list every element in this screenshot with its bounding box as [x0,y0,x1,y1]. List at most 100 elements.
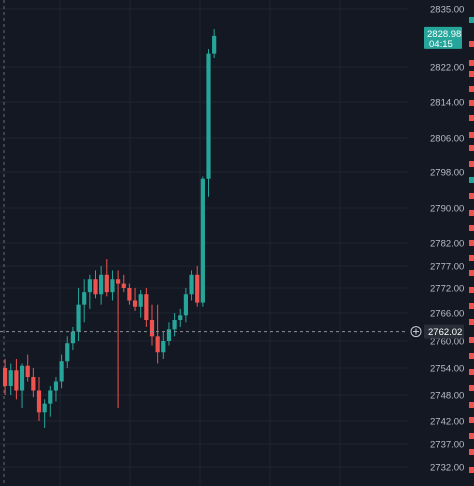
candle [212,29,217,59]
candle-body [3,368,8,386]
candle-body [76,304,81,332]
edge-marker [469,71,474,77]
y-tick-label: 2835.00 [430,5,464,16]
candle-body [155,336,160,353]
edge-marker [469,255,474,261]
candle [178,308,183,327]
candle [31,368,36,398]
y-tick-label: 2782.00 [430,239,464,250]
candle-body [149,320,155,337]
candle-body [59,361,64,382]
edge-marker [469,86,474,92]
y-tick-label: 2790.00 [430,204,464,215]
candles [3,29,217,428]
edge-marker [469,417,474,423]
candle [25,354,30,382]
edge-marker [469,353,474,359]
y-tick-label: 2732.00 [430,463,464,474]
last-price-label: 2828.98 04:15 [424,26,462,50]
candle [48,386,53,417]
last-price-value: 2828.98 [427,29,461,40]
y-tick-label: 2760.00 [430,337,464,348]
price-axis-ticks: 2835.00 2822.00 2814.00 2806.00 2798.00 2790.… [430,5,464,474]
candle [59,354,64,389]
gridlines [0,0,408,486]
y-tick-label: 2748.00 [430,391,464,402]
plus-circle-icon[interactable] [410,326,422,338]
candle [36,377,42,421]
edge-marker [469,433,474,439]
y-tick-label: 2814.00 [430,98,464,109]
edge-marker [469,132,474,138]
y-tick-label: 2822.00 [430,63,464,74]
candle-body [127,288,132,301]
edge-marker [469,210,474,216]
candle [14,359,19,400]
candle [99,266,104,305]
candle [42,399,47,428]
edge-marker [469,303,474,309]
candle [121,274,126,293]
candle-body [166,329,172,341]
candle [127,283,132,305]
price-axis[interactable] [408,0,474,486]
candle-body [116,279,121,284]
candle-body [195,274,200,303]
candle [155,304,160,364]
candle-body [48,390,53,404]
y-tick-label: 2806.00 [430,134,464,145]
candle [166,322,172,346]
y-tick-label: 2754.00 [430,364,464,375]
candle-body [178,315,183,320]
edge-marker [469,100,474,106]
edge-marker [469,115,474,121]
edge-marker [469,319,474,325]
y-tick-label: 2777.00 [430,262,464,273]
y-tick-label: 2772.00 [430,284,464,295]
candle-body [132,300,138,307]
candle-body [110,279,115,293]
candle-body [172,320,177,330]
candle-body [206,53,211,179]
candle [65,336,70,368]
edge-marker [469,17,474,23]
right-edge-markers [469,17,474,473]
edge-marker [469,225,474,231]
edge-marker [469,240,474,246]
candle-body [53,381,59,391]
candle [172,313,177,337]
y-tick-label: 2798.00 [430,168,464,179]
candle-body [104,274,109,293]
candle [183,288,188,323]
edge-marker [469,161,474,167]
edge-marker [469,369,474,375]
candle-body [121,283,126,288]
edge-marker [469,337,474,343]
candle-body [200,178,205,303]
candle-body [189,274,194,295]
candle-body [183,294,188,316]
candle [70,327,75,350]
edge-marker [469,287,474,293]
last-price-countdown: 04:15 [429,39,453,50]
candle [82,279,87,323]
candle [104,259,109,297]
candle [189,270,194,301]
candle-body [82,292,87,305]
candle [3,359,8,395]
edge-marker [469,177,474,183]
candle [149,304,155,346]
candle-body [31,377,36,391]
edge-marker [469,41,474,47]
candle [200,176,205,307]
edge-marker [469,193,474,199]
candle-body [99,274,104,295]
candle [138,290,143,318]
edge-marker [469,385,474,391]
y-tick-label: 2766.00 [430,309,464,320]
candle-body [161,341,166,353]
candle [206,49,211,197]
candle-body [87,279,92,293]
